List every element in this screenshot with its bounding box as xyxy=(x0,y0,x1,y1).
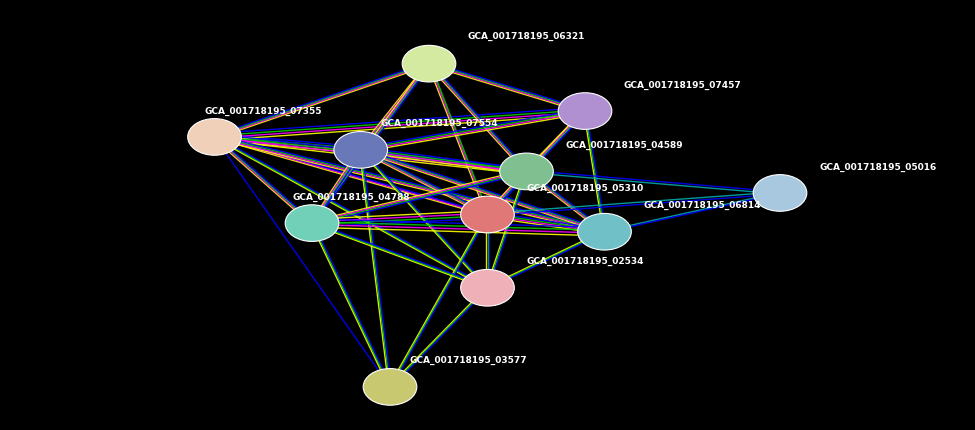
Ellipse shape xyxy=(460,197,515,233)
Text: GCA_001718195_07554: GCA_001718195_07554 xyxy=(380,119,498,128)
Text: GCA_001718195_05310: GCA_001718195_05310 xyxy=(526,184,644,193)
Text: GCA_001718195_07457: GCA_001718195_07457 xyxy=(624,80,742,89)
Ellipse shape xyxy=(285,206,339,242)
Text: GCA_001718195_06321: GCA_001718195_06321 xyxy=(468,32,585,41)
Ellipse shape xyxy=(499,154,554,190)
Ellipse shape xyxy=(577,214,632,250)
Text: GCA_001718195_02534: GCA_001718195_02534 xyxy=(526,257,644,266)
Text: GCA_001718195_03577: GCA_001718195_03577 xyxy=(410,356,527,365)
Ellipse shape xyxy=(333,132,388,169)
Text: GCA_001718195_06814: GCA_001718195_06814 xyxy=(644,201,761,210)
Text: GCA_001718195_04589: GCA_001718195_04589 xyxy=(566,141,683,150)
Ellipse shape xyxy=(187,119,242,156)
Text: GCA_001718195_07355: GCA_001718195_07355 xyxy=(205,106,323,115)
Ellipse shape xyxy=(402,46,456,83)
Ellipse shape xyxy=(753,175,807,212)
Text: GCA_001718195_04788: GCA_001718195_04788 xyxy=(292,192,410,201)
Ellipse shape xyxy=(363,369,417,405)
Text: GCA_001718195_05016: GCA_001718195_05016 xyxy=(819,162,936,171)
Ellipse shape xyxy=(460,270,515,306)
Ellipse shape xyxy=(558,94,612,130)
